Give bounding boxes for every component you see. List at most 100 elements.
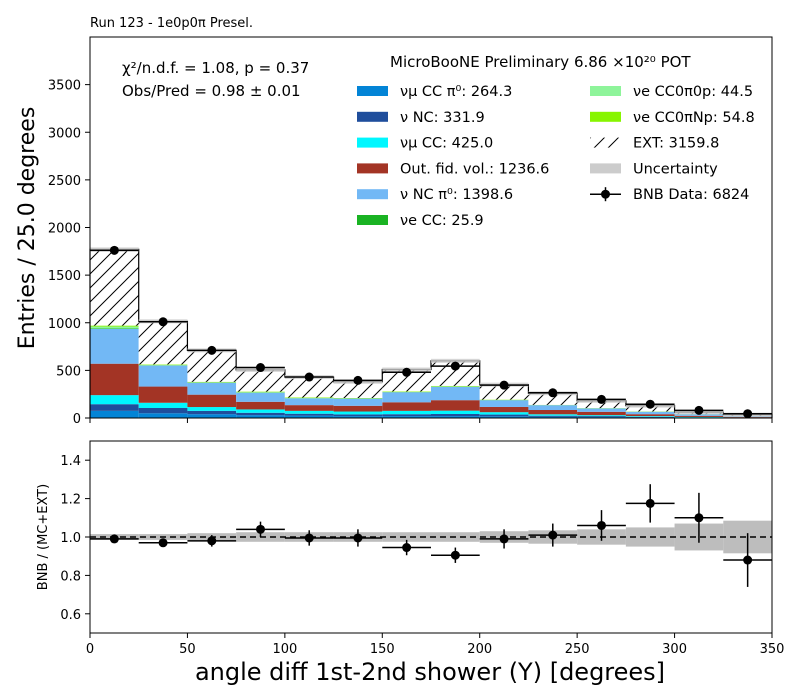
obs-pred-text: Obs/Pred = 0.98 ± 0.01 [122, 82, 301, 100]
bar-3-1 [138, 386, 188, 403]
ratio-ytick-label: 1.2 [60, 493, 81, 508]
legend-label-0: νμ CC π⁰: 264.3 [400, 84, 512, 100]
ratio-point-13 [743, 555, 753, 565]
main-ytick-label: 0 [73, 412, 81, 427]
bar-2-7 [431, 410, 480, 414]
bar-2-8 [479, 412, 529, 415]
data-point-11 [645, 399, 655, 409]
bar-0-5 [333, 416, 383, 418]
stacked-histogram [89, 247, 773, 418]
bar-8-5 [333, 381, 383, 398]
legend-label-9: Uncertainty [633, 161, 718, 177]
bar-1-5 [333, 414, 383, 417]
chi2-text: χ²/n.d.f. = 1.08, p = 0.37 [122, 59, 309, 77]
run-label: Run 123 - 1e0p0π Presel. [90, 16, 253, 31]
bar-3-11 [625, 414, 675, 417]
bar-3-6 [382, 402, 431, 411]
ratio-panel: 0.6 0.8 1.0 1.2 1.4 0 50 100 150 200 250 300 350 BN… [36, 440, 784, 686]
ratio-point-9 [548, 530, 558, 540]
ratio-point-7 [450, 550, 460, 560]
bar-4-8 [479, 400, 529, 407]
bar-3-12 [674, 415, 724, 417]
data-point-3 [256, 363, 265, 373]
legend-label-1: ν NC: 331.9 [400, 110, 485, 126]
bar-1-9 [528, 415, 578, 417]
bar-8-3 [236, 369, 285, 392]
data-point-4 [304, 372, 314, 382]
bar-3-0 [90, 363, 139, 396]
main-y-label: Entries / 25.0 degrees [15, 107, 40, 350]
legend-label-6: νe CC0π0p: 44.5 [633, 84, 753, 100]
ratio-xtick-label: 0 [86, 642, 94, 657]
bar-2-9 [528, 414, 578, 416]
legend-swatch-4 [357, 189, 388, 200]
bar-0-9 [528, 416, 578, 418]
bar-2-2 [187, 407, 237, 411]
ratio-ytick-label: 0.6 [60, 608, 81, 623]
bar-4-6 [382, 392, 431, 403]
bar-0-0 [90, 410, 139, 418]
bar-1-1 [138, 407, 188, 414]
legend-label-2: νμ CC: 425.0 [400, 136, 493, 152]
ratio-xtick-label: 250 [565, 642, 590, 657]
main-ytick-label: 3000 [48, 126, 81, 141]
ratio-xtick-label: 150 [370, 642, 395, 657]
bar-4-11 [625, 411, 675, 415]
data-point-5 [353, 375, 363, 385]
bar-2-3 [236, 409, 285, 413]
bar-2-0 [90, 395, 139, 405]
ratio-x-axis: 0 50 100 150 200 250 300 350 [86, 633, 784, 657]
bar-1-11 [625, 416, 675, 418]
legend: νμ CC π⁰: 264.3 ν NC: 331.9 νμ CC: 425.0 Ou… [357, 84, 755, 229]
data-points [90, 245, 772, 419]
data-point-2 [207, 345, 217, 355]
bar-2-6 [382, 410, 431, 415]
main-ytick-label: 1000 [48, 317, 81, 332]
legend-swatch-5 [357, 215, 388, 225]
bar-4-4 [284, 398, 334, 406]
bar-3-9 [528, 409, 578, 415]
bar-2-5 [333, 411, 383, 415]
bar-8-0 [90, 249, 139, 326]
bar-1-6 [382, 414, 431, 417]
data-point-12 [694, 405, 704, 415]
bar-4-12 [674, 414, 724, 416]
legend-label-10: BNB Data: 6824 [633, 187, 749, 203]
bar-4-10 [577, 408, 626, 412]
legend-label-8: EXT: 3159.8 [633, 136, 719, 152]
bar-4-9 [528, 405, 578, 410]
bar-2-11 [625, 416, 675, 417]
bar-0-1 [138, 413, 188, 418]
bar-4-1 [138, 365, 188, 387]
data-point-13 [743, 409, 753, 419]
bar-1-3 [236, 412, 285, 416]
ratio-point-5 [353, 533, 363, 543]
bar-2-10 [577, 415, 626, 417]
legend-swatch-0 [357, 86, 388, 96]
main-ytick-label: 2500 [48, 174, 81, 189]
main-x-ticks [89, 418, 773, 423]
x-axis-label: angle diff 1st-2nd shower (Y) [degrees] [195, 658, 665, 686]
ratio-y-label: BNB / (MC+EXT) [36, 484, 51, 590]
ratio-unc-bin-6 [382, 532, 431, 542]
legend-label-7: νe CC0πNp: 54.8 [633, 110, 755, 126]
ratio-point-12 [694, 513, 704, 523]
main-y-axis: 0 500 1000 1500 2000 2500 3000 3500 [48, 79, 90, 427]
legend-label-5: νe CC: 25.9 [400, 213, 484, 229]
bar-3-10 [577, 411, 626, 416]
ratio-point-11 [645, 498, 655, 508]
bar-0-6 [382, 416, 431, 418]
bar-2-1 [138, 402, 188, 408]
main-panel: 0 500 1000 1500 2000 2500 3000 3500 Entries / 2… [15, 36, 773, 427]
bar-8-4 [284, 377, 334, 398]
legend-swatch-8 [590, 137, 621, 148]
ratio-point-8 [499, 534, 509, 544]
bar-3-7 [431, 400, 480, 411]
bar-1-0 [90, 404, 139, 411]
bar-4-7 [431, 386, 480, 401]
data-point-8 [499, 380, 509, 390]
bar-4-5 [333, 398, 383, 406]
bar-7-0 [90, 325, 139, 327]
bar-8-9 [528, 393, 578, 405]
